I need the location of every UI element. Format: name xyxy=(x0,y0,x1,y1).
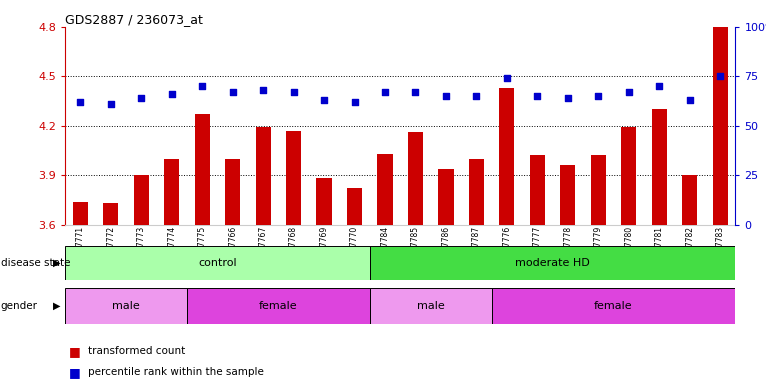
Bar xyxy=(187,288,370,324)
Text: ▶: ▶ xyxy=(53,258,61,268)
Text: ■: ■ xyxy=(69,366,80,379)
Point xyxy=(379,89,391,95)
Point xyxy=(318,97,330,103)
Bar xyxy=(370,288,492,324)
Point xyxy=(74,99,87,105)
Bar xyxy=(133,175,149,225)
Text: male: male xyxy=(112,301,140,311)
Bar xyxy=(316,179,332,225)
Text: percentile rank within the sample: percentile rank within the sample xyxy=(88,367,264,377)
Bar xyxy=(378,154,393,225)
Bar xyxy=(621,127,637,225)
Text: control: control xyxy=(198,258,237,268)
Point xyxy=(470,93,483,99)
Point xyxy=(714,73,726,79)
Bar xyxy=(65,288,187,324)
Text: male: male xyxy=(417,301,444,311)
Bar xyxy=(256,127,270,225)
Bar xyxy=(499,88,515,225)
Point xyxy=(653,83,666,89)
Bar xyxy=(492,288,735,324)
Text: ▶: ▶ xyxy=(53,301,61,311)
Point xyxy=(561,95,574,101)
Bar xyxy=(225,159,241,225)
Bar xyxy=(164,159,179,225)
Point xyxy=(165,91,178,97)
Bar xyxy=(370,246,735,280)
Text: disease state: disease state xyxy=(1,258,70,268)
Point xyxy=(531,93,543,99)
Point xyxy=(349,99,361,105)
Point xyxy=(227,89,239,95)
Text: ■: ■ xyxy=(69,345,80,358)
Point xyxy=(135,95,147,101)
Point xyxy=(196,83,208,89)
Point xyxy=(683,97,696,103)
Bar xyxy=(286,131,301,225)
Bar xyxy=(560,165,575,225)
Point xyxy=(105,101,117,107)
Point xyxy=(623,89,635,95)
Point xyxy=(287,89,300,95)
Text: transformed count: transformed count xyxy=(88,346,185,356)
Bar xyxy=(408,132,423,225)
Bar xyxy=(530,156,545,225)
Point xyxy=(440,93,452,99)
Point xyxy=(409,89,421,95)
Bar xyxy=(347,189,362,225)
Point xyxy=(592,93,604,99)
Bar xyxy=(712,27,728,225)
Bar xyxy=(591,156,606,225)
Bar xyxy=(469,159,484,225)
Text: moderate HD: moderate HD xyxy=(516,258,590,268)
Text: female: female xyxy=(594,301,633,311)
Point xyxy=(501,75,513,81)
Text: gender: gender xyxy=(1,301,38,311)
Bar xyxy=(103,203,119,225)
Text: GDS2887 / 236073_at: GDS2887 / 236073_at xyxy=(65,13,203,26)
Bar xyxy=(73,202,88,225)
Bar xyxy=(195,114,210,225)
Text: female: female xyxy=(259,301,298,311)
Bar xyxy=(652,109,667,225)
Bar xyxy=(682,175,697,225)
Bar xyxy=(438,169,453,225)
Point xyxy=(257,87,270,93)
Bar xyxy=(65,246,370,280)
